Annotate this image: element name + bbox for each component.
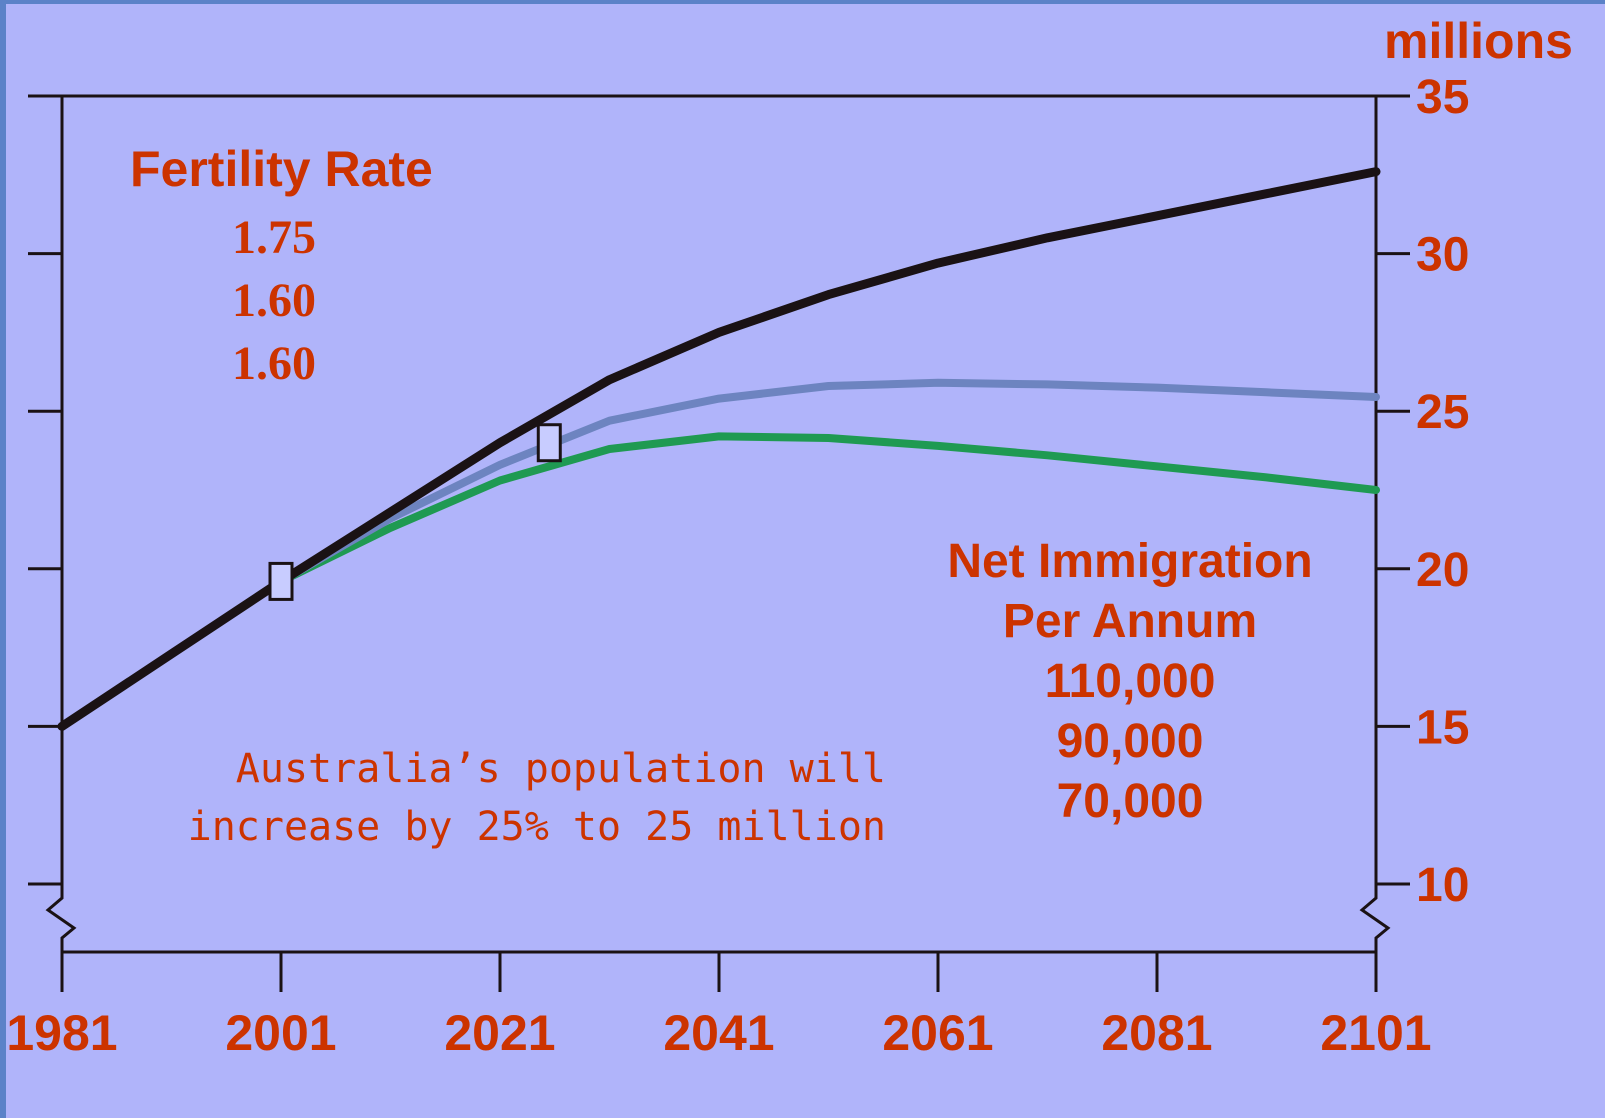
note-line-2: increase by 25% to 25 million bbox=[187, 804, 886, 850]
immigration-value-3: 70,000 bbox=[1056, 775, 1204, 828]
y-tick-label-30: 30 bbox=[1416, 229, 1469, 282]
immigration-title-line1: Net Immigration bbox=[947, 535, 1313, 588]
left-axis-line bbox=[45, 96, 77, 992]
y-tick-label-20: 20 bbox=[1416, 544, 1469, 597]
x-tick-label-2001: 2001 bbox=[225, 1005, 336, 1061]
y-tick-label-10: 10 bbox=[1416, 859, 1469, 912]
net-immigration-legend: Net Immigration Per Annum 110,000 90,000… bbox=[906, 532, 1354, 832]
x-tick-label-2041: 2041 bbox=[663, 1005, 774, 1061]
population-chart: 10 15 20 25 30 35 1981 2001 2021 2041 2061 2081 2101 bbox=[6, 71, 1469, 1061]
y-axis-unit-label: millions bbox=[1384, 13, 1573, 69]
chart-container: 10 15 20 25 30 35 1981 2001 2021 2041 2061 2081 2101… bbox=[6, 4, 1605, 1118]
x-tick-label-2101: 2101 bbox=[1320, 1005, 1431, 1061]
fertility-value-1: 1.75 bbox=[232, 211, 316, 264]
y-tick-label-25: 25 bbox=[1416, 386, 1469, 439]
immigration-value-2: 90,000 bbox=[1056, 715, 1204, 768]
x-tick-label-1981: 1981 bbox=[6, 1005, 117, 1061]
y-tick-label-15: 15 bbox=[1416, 701, 1469, 754]
axes bbox=[28, 94, 1410, 992]
marker-2 bbox=[536, 423, 562, 463]
note-line-1: Australia’s population will bbox=[235, 746, 886, 792]
immigration-title-line2: Per Annum bbox=[1002, 595, 1258, 648]
x-tick-label-2081: 2081 bbox=[1101, 1005, 1212, 1061]
markers bbox=[268, 423, 562, 601]
immigration-value-1: 110,000 bbox=[1044, 655, 1216, 708]
right-axis-line bbox=[1359, 96, 1391, 992]
tick-labels: 10 15 20 25 30 35 1981 2001 2021 2041 2061 2081 2101 bbox=[6, 71, 1469, 1061]
series-line-2 bbox=[277, 378, 1380, 586]
x-tick-label-2021: 2021 bbox=[444, 1005, 555, 1061]
x-tick-label-2061: 2061 bbox=[882, 1005, 993, 1061]
fertility-rate-title: Fertility Rate bbox=[130, 141, 433, 197]
series-line-3 bbox=[277, 432, 1380, 586]
population-note: Australia’s population will increase by … bbox=[166, 740, 886, 856]
marker-1 bbox=[268, 561, 294, 601]
y-tick-label-35: 35 bbox=[1416, 71, 1469, 124]
fertility-value-3: 1.60 bbox=[232, 337, 316, 390]
fertility-value-2: 1.60 bbox=[232, 274, 316, 327]
